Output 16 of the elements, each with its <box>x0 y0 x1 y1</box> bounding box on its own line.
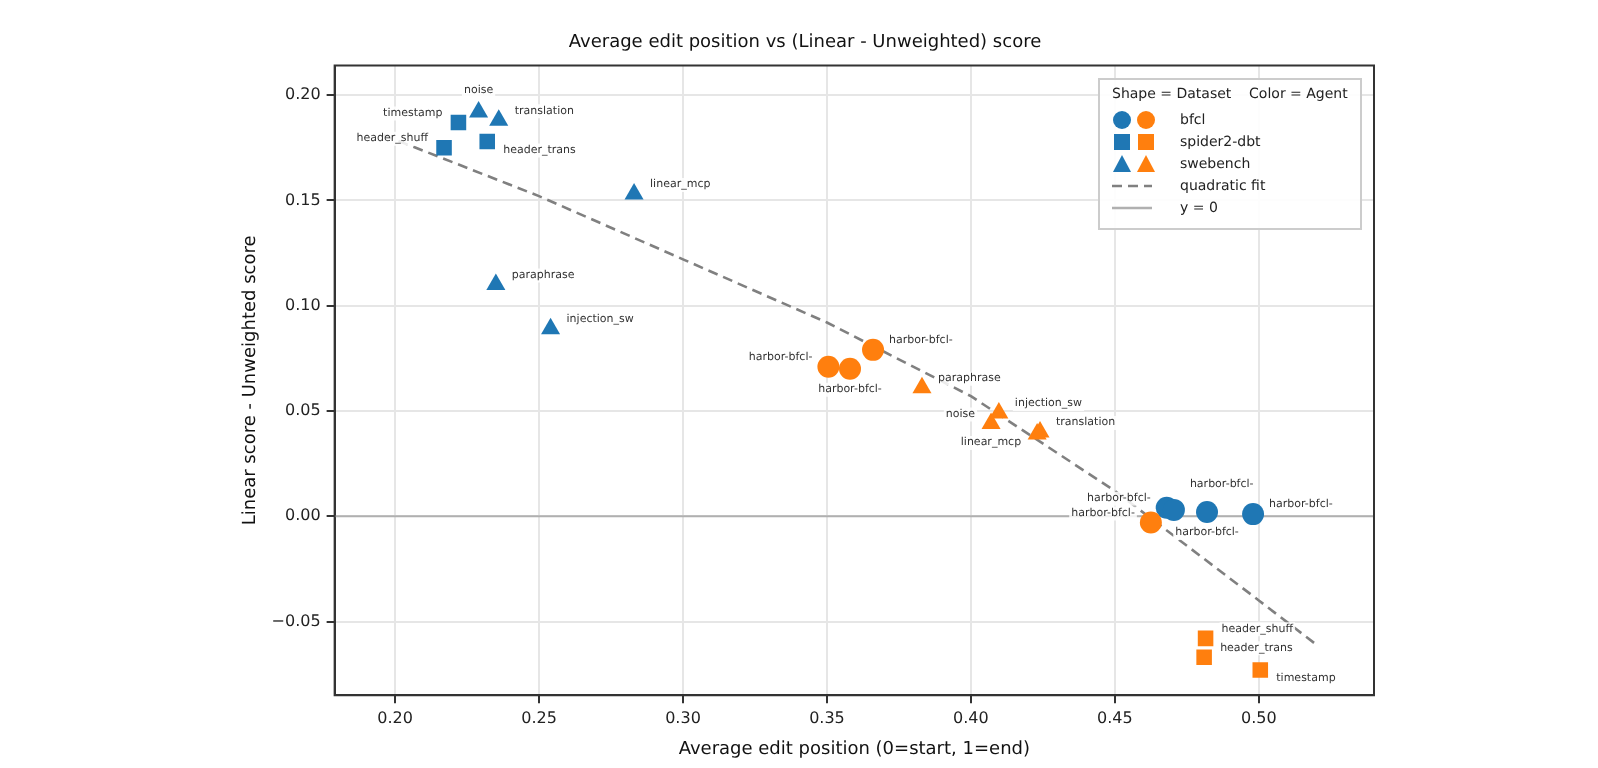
chart-title: Average edit position vs (Linear - Unweighted) score <box>568 33 1043 54</box>
x-tick-label: 0.40 <box>953 708 989 727</box>
x-tick-label: 0.50 <box>1241 708 1277 727</box>
y-tick-label: −0.05 <box>271 611 321 630</box>
y-axis-title: Linear score - Unweighted score <box>241 234 262 526</box>
x-tick-label: 0.45 <box>1097 708 1133 727</box>
y-tick-label: 0.05 <box>285 401 321 420</box>
y-tick-label: 0.15 <box>285 190 321 209</box>
y-tick-label: 0.00 <box>285 506 321 525</box>
x-axis-title: Average edit position (0=start, 1=end) <box>678 739 1030 760</box>
x-tick-label: 0.30 <box>665 708 701 727</box>
x-tick-label: 0.25 <box>521 708 557 727</box>
y-tick-label: 0.10 <box>285 295 321 314</box>
x-tick-label: 0.20 <box>377 708 413 727</box>
x-tick-label: 0.35 <box>809 708 845 727</box>
y-tick-label: 0.20 <box>285 85 321 104</box>
